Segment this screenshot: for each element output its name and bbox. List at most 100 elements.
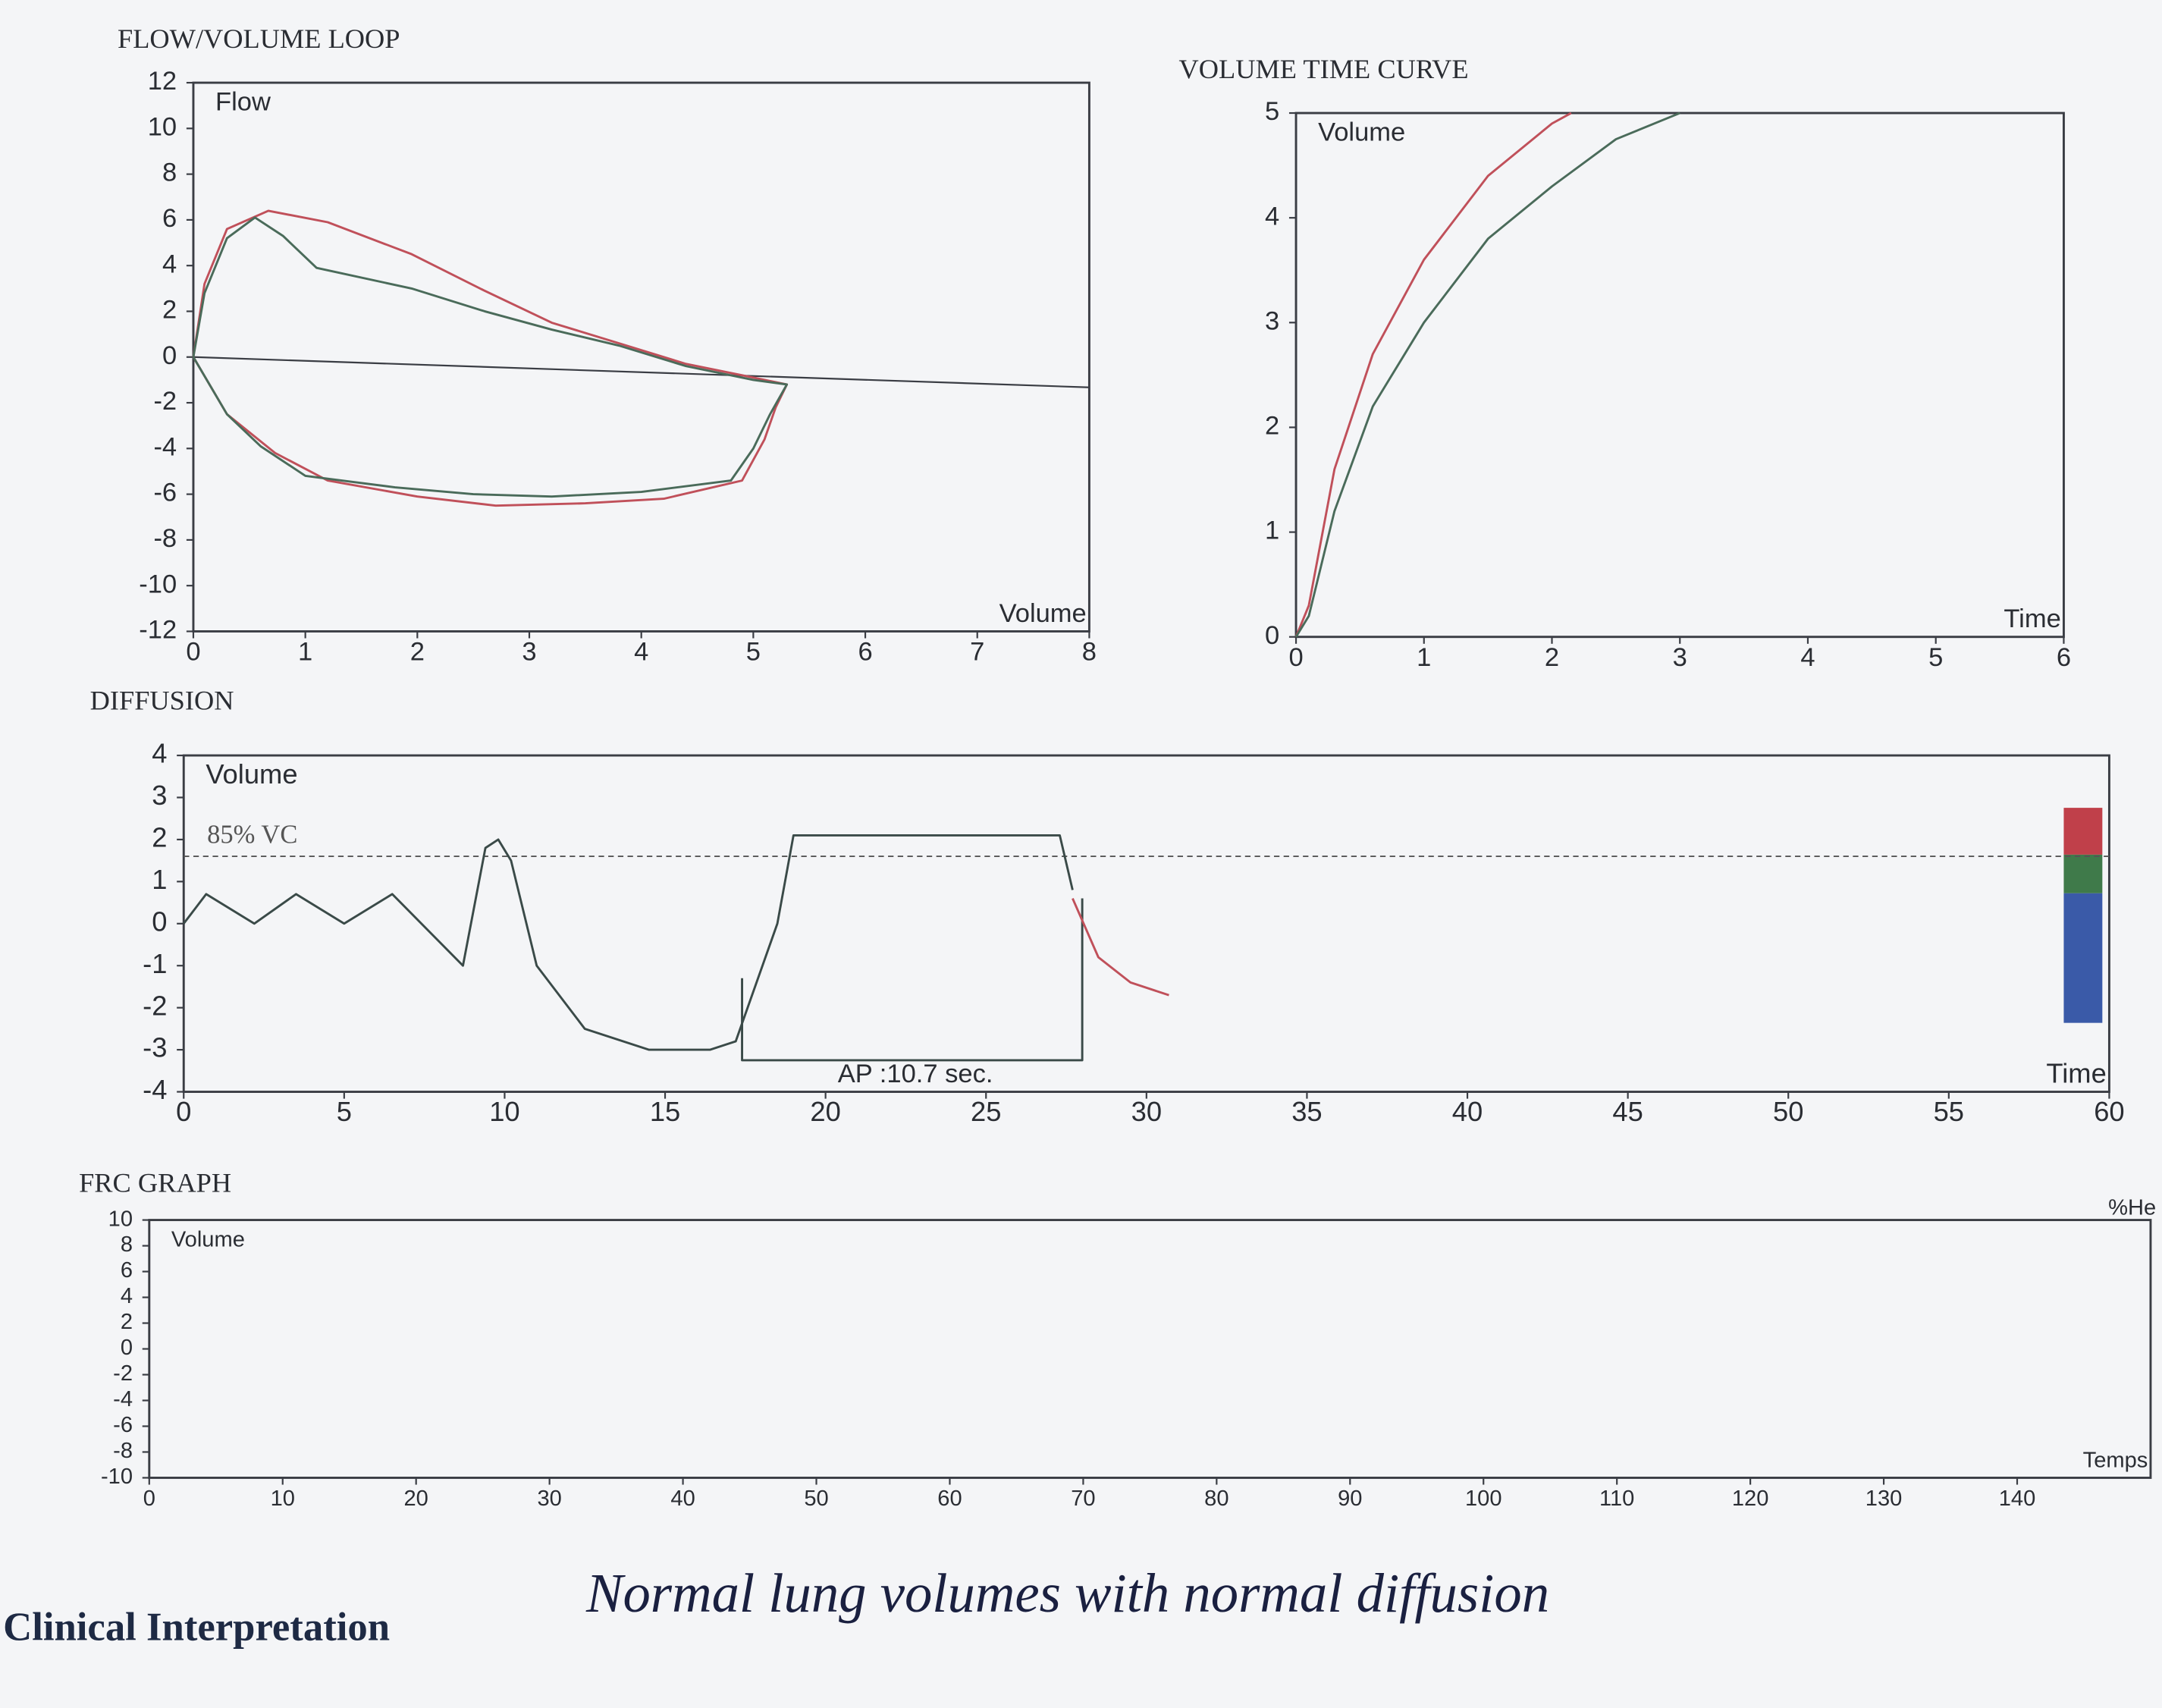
x-tick-label: 110 bbox=[1599, 1487, 1634, 1511]
y-tick-label: -4 bbox=[143, 1074, 167, 1105]
series-line bbox=[741, 898, 1084, 1062]
handwritten-note: Normal lung volumes with normal diffusio… bbox=[585, 1562, 1549, 1624]
zero-line bbox=[193, 356, 1090, 388]
y-tick-label: 8 bbox=[121, 1232, 133, 1257]
x-tick-label: 5 bbox=[746, 638, 761, 667]
x-tick-label: 20 bbox=[404, 1487, 428, 1511]
y-tick-label: -2 bbox=[143, 990, 167, 1021]
x-tick-label: 2 bbox=[410, 638, 425, 667]
color-key-red bbox=[2063, 808, 2103, 855]
y-tick-label: 3 bbox=[152, 780, 167, 811]
y-tick-label: 0 bbox=[162, 341, 177, 370]
x-tick-label: 50 bbox=[804, 1487, 828, 1511]
x-tick-label: 120 bbox=[1732, 1487, 1769, 1511]
x-tick-label: 1 bbox=[1417, 643, 1431, 672]
y-tick-label: 6 bbox=[121, 1258, 133, 1283]
series-line bbox=[1072, 897, 1169, 997]
series-line bbox=[183, 834, 1074, 1051]
color-key-green bbox=[2063, 854, 2103, 893]
x-tick-label: 3 bbox=[522, 638, 536, 667]
x-tick-label: 10 bbox=[271, 1487, 295, 1511]
color-key-blue bbox=[2063, 893, 2103, 1023]
x-tick-label: 60 bbox=[937, 1487, 962, 1511]
x-tick-label: 30 bbox=[1131, 1096, 1162, 1127]
x-tick-label: 0 bbox=[143, 1487, 155, 1511]
x-tick-label: 35 bbox=[1291, 1096, 1322, 1127]
x-tick-label: 8 bbox=[1082, 638, 1097, 667]
y-tick-label: 10 bbox=[108, 1207, 133, 1231]
y-axis-label: Volume bbox=[1318, 118, 1405, 146]
y-tick-label: 1 bbox=[1265, 516, 1279, 545]
y-tick-label: -8 bbox=[153, 524, 177, 553]
footer-label: Clinical Interpretation bbox=[3, 1605, 390, 1649]
y-tick-label: -10 bbox=[139, 570, 177, 598]
x-tick-label: 0 bbox=[1288, 643, 1303, 672]
annotation: AP :10.7 sec. bbox=[838, 1060, 993, 1088]
y-tick-label: 5 bbox=[1265, 97, 1279, 126]
x-tick-label: 0 bbox=[186, 638, 200, 667]
y-tick-label: -8 bbox=[113, 1439, 133, 1463]
x-tick-label: 100 bbox=[1465, 1487, 1502, 1511]
chart-title: FRC GRAPH bbox=[79, 1167, 231, 1198]
y-tick-label: 0 bbox=[152, 906, 167, 937]
x-axis-label: Time bbox=[2046, 1057, 2106, 1088]
x-tick-label: 3 bbox=[1673, 643, 1687, 672]
chart-title: VOLUME TIME CURVE bbox=[1179, 54, 1469, 84]
y-tick-label: 2 bbox=[1265, 412, 1279, 441]
x-tick-label: 90 bbox=[1338, 1487, 1362, 1511]
x-tick-label: 5 bbox=[337, 1096, 352, 1127]
y-tick-label: -2 bbox=[153, 387, 177, 416]
y-axis-label: Flow bbox=[215, 87, 271, 116]
x-tick-label: 70 bbox=[1071, 1487, 1095, 1511]
x-tick-label: 60 bbox=[2094, 1096, 2124, 1127]
x-tick-label: 130 bbox=[1865, 1487, 1903, 1511]
x-tick-label: 40 bbox=[670, 1487, 695, 1511]
y-tick-label: -12 bbox=[139, 616, 177, 645]
x-axis-label: Temps bbox=[2083, 1448, 2148, 1472]
x-tick-label: 40 bbox=[1452, 1096, 1483, 1127]
y-tick-label: -4 bbox=[153, 432, 177, 461]
y-tick-label: 10 bbox=[148, 112, 177, 141]
y-tick-label: 2 bbox=[152, 822, 167, 853]
y-tick-label: 2 bbox=[162, 296, 177, 325]
x-tick-label: 55 bbox=[1934, 1096, 1964, 1127]
y-tick-label: 4 bbox=[152, 738, 167, 769]
y-tick-label: -3 bbox=[143, 1032, 167, 1063]
y-tick-label: 0 bbox=[121, 1336, 133, 1360]
y-tick-label: -10 bbox=[101, 1465, 133, 1489]
y-tick-label: 4 bbox=[1265, 202, 1279, 231]
y-tick-label: 1 bbox=[152, 864, 167, 895]
y-tick-label: -2 bbox=[113, 1361, 133, 1386]
x-tick-label: 2 bbox=[1545, 643, 1559, 672]
x-tick-label: 5 bbox=[1928, 643, 1943, 672]
chart-title: DIFFUSION bbox=[90, 685, 234, 715]
y-tick-label: 4 bbox=[121, 1284, 133, 1308]
x-tick-label: 25 bbox=[971, 1096, 1001, 1127]
y-tick-label: 4 bbox=[162, 250, 177, 278]
series-line bbox=[1294, 111, 1572, 638]
reference-label: 85% VC bbox=[207, 821, 297, 849]
y-tick-label: 2 bbox=[121, 1310, 133, 1334]
y-axis-label: Volume bbox=[171, 1228, 245, 1252]
x-tick-label: 4 bbox=[634, 638, 648, 667]
x-tick-label: 7 bbox=[970, 638, 984, 667]
y-tick-label: -6 bbox=[153, 479, 177, 507]
x-tick-label: 6 bbox=[2057, 643, 2071, 672]
y-tick-label: 3 bbox=[1265, 306, 1279, 335]
y-tick-label: -6 bbox=[113, 1413, 133, 1437]
x-tick-label: 0 bbox=[176, 1096, 191, 1127]
x-tick-label: 10 bbox=[489, 1096, 519, 1127]
x-tick-label: 4 bbox=[1800, 643, 1815, 672]
x-tick-label: 1 bbox=[298, 638, 312, 667]
x-tick-label: 140 bbox=[1999, 1487, 2036, 1511]
y-tick-label: 0 bbox=[1265, 621, 1279, 650]
y-tick-label: -4 bbox=[113, 1387, 133, 1411]
series-line bbox=[192, 216, 789, 498]
x-tick-label: 80 bbox=[1204, 1487, 1228, 1511]
y2-axis-label: %He bbox=[2108, 1196, 2156, 1220]
y-tick-label: 12 bbox=[148, 67, 177, 96]
chart-title: FLOW/VOLUME LOOP bbox=[118, 24, 400, 54]
series-line bbox=[1294, 111, 1680, 638]
